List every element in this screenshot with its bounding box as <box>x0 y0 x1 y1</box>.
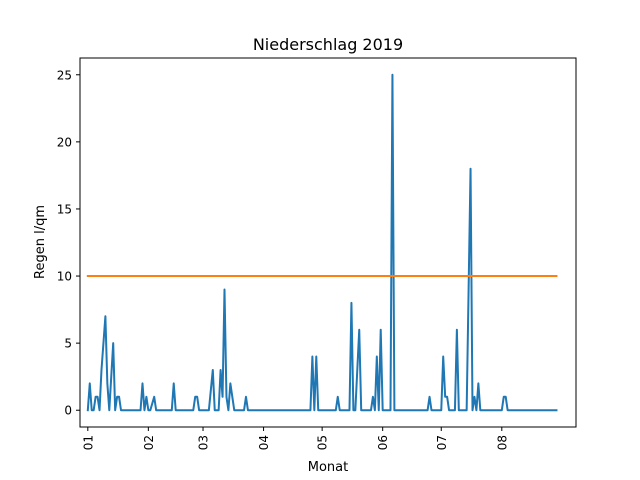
x-tick-label: 05 <box>316 435 330 450</box>
x-tick-label: 08 <box>495 435 509 450</box>
x-tick-label: 01 <box>81 435 95 450</box>
y-tick-label: 15 <box>57 202 72 216</box>
plot-frame <box>79 57 577 428</box>
y-tick-label: 0 <box>64 404 72 418</box>
x-axis-label: Monat <box>308 460 348 475</box>
x-tick-label: 03 <box>197 435 211 450</box>
y-tick-label: 25 <box>57 68 72 82</box>
plot-layer <box>86 73 558 412</box>
x-tick-label: 04 <box>257 435 271 450</box>
chart-title: Niederschlag 2019 <box>253 35 403 54</box>
y-tick-label: 20 <box>57 135 72 149</box>
y-axis-label: Regen l/qm <box>33 205 48 279</box>
x-tick-label: 02 <box>142 435 156 450</box>
y-tick-label: 10 <box>57 270 72 284</box>
x-tick-label: 06 <box>376 435 390 450</box>
y-tick-label: 5 <box>64 337 72 351</box>
series-0-line <box>86 73 558 412</box>
x-tick-label: 07 <box>435 435 449 450</box>
